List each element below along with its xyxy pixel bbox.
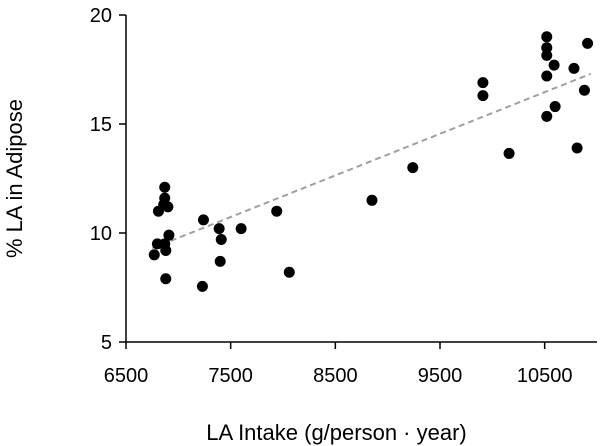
data-point [541,31,553,43]
data-point [477,90,489,102]
data-point [160,244,172,256]
x-axis-title: LA Intake (g/person · year) [206,420,466,445]
data-point [235,223,247,235]
data-point [148,249,160,261]
trendline [151,72,592,250]
data-point [503,147,515,159]
data-point [568,62,580,74]
data-point [578,84,590,96]
data-point [213,223,225,235]
data-point [160,273,172,285]
x-tick-label: 6500 [104,365,149,387]
data-point [163,229,175,241]
data-point [582,37,594,49]
y-tick-label: 15 [90,114,112,136]
data-point [541,110,553,122]
data-point [477,77,489,89]
data-point [214,255,226,267]
data-point [271,205,283,217]
y-tick-label: 10 [90,223,112,245]
data-point [366,194,378,206]
data-point [571,142,583,154]
x-tick-label: 7500 [208,365,253,387]
data-point [283,266,295,278]
data-point [541,49,553,61]
y-tick-label: 5 [101,332,112,354]
x-tick-label: 10500 [517,365,573,387]
data-point [159,192,171,204]
x-tick-label: 8500 [313,365,358,387]
data-point [549,101,561,113]
data-point [197,214,209,226]
x-tick-label: 9500 [418,365,463,387]
y-tick-label: 20 [90,5,112,27]
data-point [541,42,553,54]
data-point [196,280,208,292]
data-point [407,162,419,174]
data-point [215,234,227,246]
y-axis-title: % LA in Adipose [2,99,27,258]
data-point [548,59,560,71]
data-point [162,201,174,213]
data-point [541,70,553,82]
data-point [159,181,171,193]
